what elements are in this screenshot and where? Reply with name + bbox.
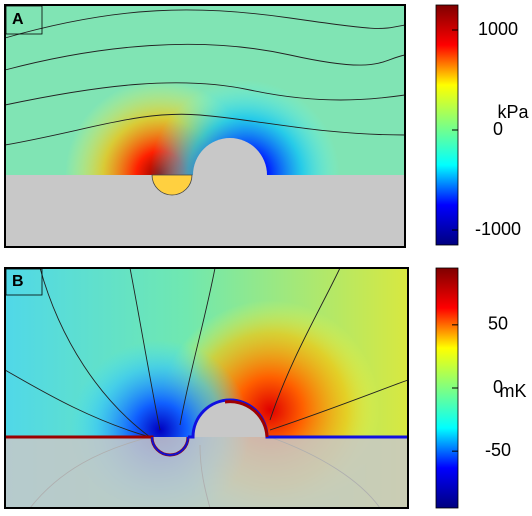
bump [193,138,267,175]
label-box [5,268,43,296]
panel-label: B [12,273,24,290]
colorbar-tick-label: 50 [488,314,508,334]
streamline [269,379,409,431]
label-box [5,5,43,35]
streamline [269,267,341,421]
colorbar-unit: mK [500,381,527,401]
boundary-warm [224,400,269,438]
colorbar-unit: kPa [497,102,529,122]
panel-b [4,267,409,509]
colorbar-tick-label: -1000 [475,219,521,239]
streamline [4,113,406,146]
bump [193,400,267,437]
cavity [151,174,193,196]
colorbar-tick-label: 0 [493,119,503,139]
panel-frame [4,4,406,248]
streamline [4,82,406,106]
ground [5,175,405,247]
colorbar-tick-label: 1000 [478,19,518,39]
ground [5,437,408,508]
streamline [39,267,151,438]
panel-label: A [12,11,24,28]
streamline [4,369,151,438]
colorbar-tick-label: -50 [485,440,511,460]
streamline [179,267,216,426]
panel-a [4,4,406,248]
streamline [129,267,161,431]
panel-frame [4,267,409,509]
cavity-edge [151,436,189,456]
streamline [4,9,406,39]
colorbar [435,4,459,246]
streamline [4,43,406,71]
colorbar-tick-label: 0 [493,377,503,397]
